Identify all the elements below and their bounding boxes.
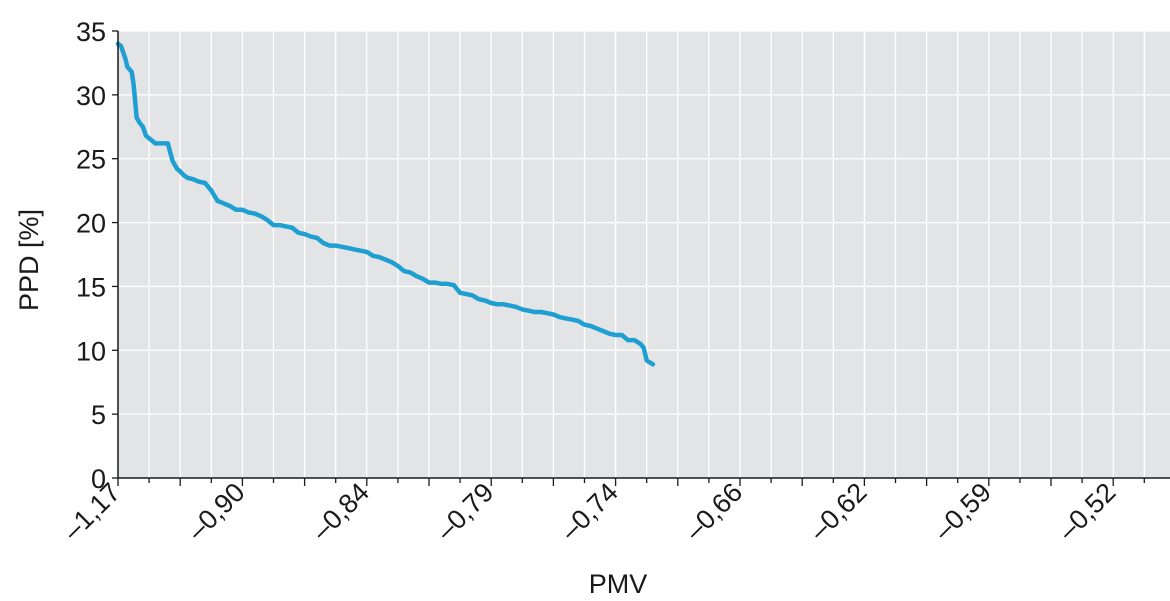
ppd-curve-line: [115, 41, 656, 367]
x-tick-label: –0,79: [430, 477, 499, 546]
grid-lines: [118, 30, 1170, 478]
x-tick-label: –0,84: [306, 477, 375, 546]
y-tick-labels: 0 5 10 15 20 25 30 35: [76, 17, 106, 494]
x-tick-label: –0,52: [1052, 477, 1121, 546]
y-tick-label: 0: [91, 464, 106, 494]
x-tick-labels: –1,17 –0,90 –0,84 –0,79 –0,74 –0,66 –0,62 –0,59…: [57, 477, 1121, 546]
y-tick-label: 30: [76, 81, 106, 111]
y-tick-label: 15: [76, 272, 106, 302]
axis-ticks: [112, 30, 1145, 486]
x-tick-label: –0,62: [804, 477, 873, 546]
y-tick-label: 20: [76, 209, 106, 239]
x-axis-title: PMV: [589, 569, 648, 599]
y-axis-title: PPD [%]: [14, 209, 44, 311]
plot-background: [118, 31, 1170, 478]
x-tick-label: –0,90: [182, 477, 251, 546]
y-tick-label: 25: [76, 145, 106, 175]
x-tick-label: –0,59: [928, 477, 997, 546]
y-tick-label: 10: [76, 336, 106, 366]
x-tick-label: –0,74: [555, 477, 624, 546]
y-tick-label: 35: [76, 17, 106, 47]
y-tick-label: 5: [91, 400, 106, 430]
x-tick-label: –0,66: [679, 477, 748, 546]
